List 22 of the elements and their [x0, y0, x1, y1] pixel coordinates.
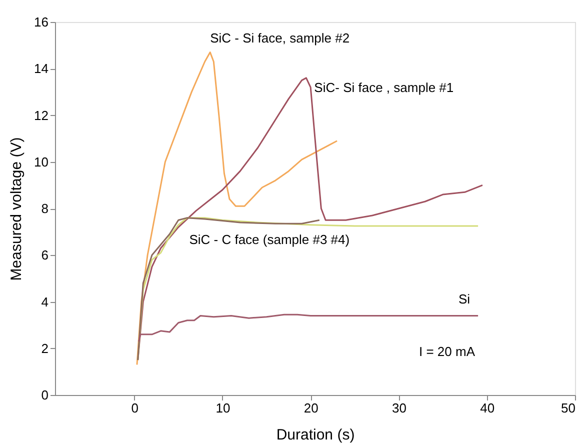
series-label: Si	[458, 292, 470, 307]
x-axis-title: Duration (s)	[276, 426, 355, 444]
y-tick-label: 0	[41, 388, 48, 402]
y-axis-title: Measured voltage (V)	[8, 137, 26, 281]
series-label: SiC - C face (sample #3 #4)	[189, 232, 350, 247]
y-tick-label: 12	[34, 108, 48, 123]
x-tick-label: 20	[304, 400, 318, 416]
x-tick-label: 50	[561, 400, 576, 416]
y-tick-label: 4	[41, 294, 48, 310]
y-tick-label: 16	[34, 14, 48, 30]
y-tick-label: 10	[34, 154, 48, 170]
x-tick-label: 30	[392, 400, 406, 416]
y-tick-label: 2	[41, 340, 48, 356]
annotation: I = 20 mA	[419, 344, 476, 359]
y-tick-label: 6	[41, 248, 48, 263]
x-tick-label: 0	[131, 400, 138, 416]
x-tick-label: 10	[216, 400, 230, 416]
x-tick-label: 40	[480, 400, 495, 416]
series-label: SiC - Si face, sample #2	[210, 30, 350, 46]
series-label: SiC- Si face , sample #1	[314, 80, 454, 95]
y-tick-label: 8	[41, 201, 48, 216]
y-tick-label: 14	[34, 61, 48, 76]
